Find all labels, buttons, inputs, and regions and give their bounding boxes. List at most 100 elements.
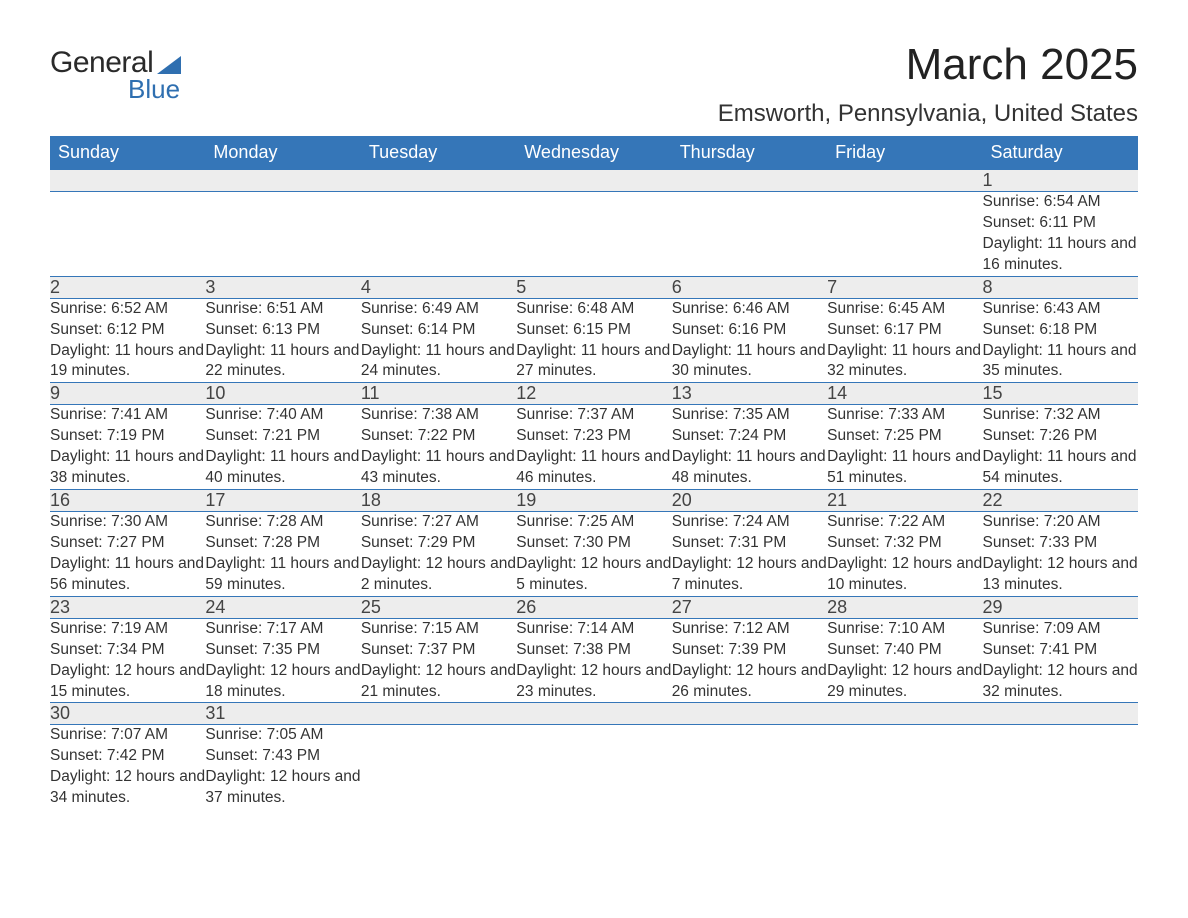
sunset-line: Sunset: 6:11 PM bbox=[983, 213, 1138, 234]
day-detail-cell bbox=[827, 725, 982, 809]
sunrise-line: Sunrise: 7:35 AM bbox=[672, 405, 827, 426]
sunset-line: Sunset: 7:35 PM bbox=[205, 640, 360, 661]
week-detail-row: Sunrise: 7:41 AMSunset: 7:19 PM Daylight:… bbox=[50, 405, 1138, 490]
month-title: March 2025 bbox=[718, 40, 1138, 90]
day-header: Saturday bbox=[983, 136, 1138, 170]
day-detail-cell: Sunrise: 7:12 AMSunset: 7:39 PMDaylight:… bbox=[672, 618, 827, 703]
daylight-line: Daylight: 12 hours and 18 minutes. bbox=[205, 661, 360, 703]
sunrise-line: Sunrise: 7:33 AM bbox=[827, 405, 982, 426]
day-detail-cell: Sunrise: 7:25 AMSunset: 7:30 PMDaylight:… bbox=[516, 512, 671, 597]
day-number-cell bbox=[827, 703, 982, 725]
week-detail-row: Sunrise: 7:30 AMSunset: 7:27 PMDaylight:… bbox=[50, 512, 1138, 597]
day-detail-cell: Sunrise: 6:48 AMSunset: 6:15 PMDaylight:… bbox=[516, 298, 671, 383]
sunset-line: Sunset: 7:38 PM bbox=[516, 640, 671, 661]
week-daynum-row: 23242526272829 bbox=[50, 596, 1138, 618]
day-number-cell: 2 bbox=[50, 276, 205, 298]
sunrise-line: Sunrise: 7:09 AM bbox=[983, 619, 1138, 640]
sunset-line: Sunset: 7:37 PM bbox=[361, 640, 516, 661]
calendar-header-row: SundayMondayTuesdayWednesdayThursdayFrid… bbox=[50, 136, 1138, 170]
day-detail-cell: Sunrise: 7:20 AMSunset: 7:33 PMDaylight:… bbox=[983, 512, 1138, 597]
sunset-line: Sunset: 7:19 PM bbox=[50, 426, 205, 447]
day-detail-cell: Sunrise: 6:49 AMSunset: 6:14 PMDaylight:… bbox=[361, 298, 516, 383]
sunrise-line: Sunrise: 7:32 AM bbox=[983, 405, 1138, 426]
sunrise-line: Sunrise: 7:38 AM bbox=[361, 405, 516, 426]
day-number-cell bbox=[205, 170, 360, 192]
sunrise-line: Sunrise: 7:28 AM bbox=[205, 512, 360, 533]
day-number-cell: 1 bbox=[983, 170, 1138, 192]
sunrise-line: Sunrise: 7:22 AM bbox=[827, 512, 982, 533]
daylight-line: Daylight: 11 hours and 35 minutes. bbox=[983, 341, 1138, 383]
day-number-cell: 13 bbox=[672, 383, 827, 405]
day-detail-cell bbox=[672, 192, 827, 277]
day-detail-cell: Sunrise: 7:10 AMSunset: 7:40 PMDaylight:… bbox=[827, 618, 982, 703]
title-block: March 2025 Emsworth, Pennsylvania, Unite… bbox=[718, 40, 1138, 128]
day-number-cell bbox=[672, 703, 827, 725]
day-detail-cell bbox=[361, 725, 516, 809]
day-detail-cell bbox=[50, 192, 205, 277]
day-number-cell: 25 bbox=[361, 596, 516, 618]
sunrise-line: Sunrise: 6:46 AM bbox=[672, 299, 827, 320]
sunset-line: Sunset: 6:14 PM bbox=[361, 320, 516, 341]
day-header: Sunday bbox=[50, 136, 205, 170]
sunset-line: Sunset: 6:12 PM bbox=[50, 320, 205, 341]
sunrise-line: Sunrise: 7:37 AM bbox=[516, 405, 671, 426]
sunset-line: Sunset: 6:18 PM bbox=[983, 320, 1138, 341]
sunrise-line: Sunrise: 7:40 AM bbox=[205, 405, 360, 426]
daylight-line: Daylight: 12 hours and 5 minutes. bbox=[516, 554, 671, 596]
day-header: Tuesday bbox=[361, 136, 516, 170]
week-detail-row: Sunrise: 7:19 AMSunset: 7:34 PMDaylight:… bbox=[50, 618, 1138, 703]
sunrise-line: Sunrise: 7:41 AM bbox=[50, 405, 205, 426]
sunset-line: Sunset: 6:13 PM bbox=[205, 320, 360, 341]
day-detail-cell: Sunrise: 7:22 AMSunset: 7:32 PMDaylight:… bbox=[827, 512, 982, 597]
day-detail-cell: Sunrise: 6:52 AMSunset: 6:12 PMDaylight:… bbox=[50, 298, 205, 383]
day-number-cell: 12 bbox=[516, 383, 671, 405]
sunset-line: Sunset: 7:40 PM bbox=[827, 640, 982, 661]
week-detail-row: Sunrise: 7:07 AMSunset: 7:42 PMDaylight:… bbox=[50, 725, 1138, 809]
day-detail-cell bbox=[827, 192, 982, 277]
day-number-cell: 31 bbox=[205, 703, 360, 725]
sunrise-line: Sunrise: 7:15 AM bbox=[361, 619, 516, 640]
day-detail-cell: Sunrise: 7:41 AMSunset: 7:19 PMDaylight:… bbox=[50, 405, 205, 490]
day-number-cell: 9 bbox=[50, 383, 205, 405]
day-number-cell: 11 bbox=[361, 383, 516, 405]
day-detail-cell: Sunrise: 7:07 AMSunset: 7:42 PMDaylight:… bbox=[50, 725, 205, 809]
day-number-cell bbox=[827, 170, 982, 192]
location-subtitle: Emsworth, Pennsylvania, United States bbox=[718, 100, 1138, 128]
daylight-line: Daylight: 11 hours and 24 minutes. bbox=[361, 341, 516, 383]
daylight-line: Daylight: 12 hours and 2 minutes. bbox=[361, 554, 516, 596]
daylight-line: Daylight: 11 hours and 59 minutes. bbox=[205, 554, 360, 596]
logo: General Blue bbox=[50, 40, 181, 105]
sunrise-line: Sunrise: 7:07 AM bbox=[50, 725, 205, 746]
day-detail-cell: Sunrise: 7:19 AMSunset: 7:34 PMDaylight:… bbox=[50, 618, 205, 703]
day-number-cell: 14 bbox=[827, 383, 982, 405]
daylight-line: Daylight: 12 hours and 23 minutes. bbox=[516, 661, 671, 703]
day-detail-cell: Sunrise: 7:38 AMSunset: 7:22 PMDaylight:… bbox=[361, 405, 516, 490]
day-number-cell: 8 bbox=[983, 276, 1138, 298]
day-detail-cell: Sunrise: 6:54 AMSunset: 6:11 PMDaylight:… bbox=[983, 192, 1138, 277]
daylight-line: Daylight: 12 hours and 21 minutes. bbox=[361, 661, 516, 703]
day-number-cell: 22 bbox=[983, 490, 1138, 512]
sunset-line: Sunset: 7:25 PM bbox=[827, 426, 982, 447]
day-number-cell: 20 bbox=[672, 490, 827, 512]
sunrise-line: Sunrise: 7:30 AM bbox=[50, 512, 205, 533]
day-number-cell: 4 bbox=[361, 276, 516, 298]
sunset-line: Sunset: 7:42 PM bbox=[50, 746, 205, 767]
day-detail-cell: Sunrise: 7:33 AMSunset: 7:25 PMDaylight:… bbox=[827, 405, 982, 490]
day-detail-cell bbox=[983, 725, 1138, 809]
week-detail-row: Sunrise: 6:52 AMSunset: 6:12 PM Daylight:… bbox=[50, 298, 1138, 383]
sunset-line: Sunset: 7:30 PM bbox=[516, 533, 671, 554]
sunset-line: Sunset: 7:28 PM bbox=[205, 533, 360, 554]
day-detail-cell bbox=[672, 725, 827, 809]
daylight-line: Daylight: 11 hours and 56 minutes. bbox=[50, 554, 205, 596]
day-detail-cell: Sunrise: 7:35 AMSunset: 7:24 PMDaylight:… bbox=[672, 405, 827, 490]
day-number-cell: 10 bbox=[205, 383, 360, 405]
day-number-cell: 27 bbox=[672, 596, 827, 618]
sunrise-line: Sunrise: 6:52 AM bbox=[50, 299, 205, 320]
day-detail-cell: Sunrise: 7:40 AMSunset: 7:21 PMDaylight:… bbox=[205, 405, 360, 490]
sunset-line: Sunset: 7:22 PM bbox=[361, 426, 516, 447]
sunrise-line: Sunrise: 7:05 AM bbox=[205, 725, 360, 746]
day-number-cell: 3 bbox=[205, 276, 360, 298]
day-detail-cell bbox=[361, 192, 516, 277]
daylight-line: Daylight: 12 hours and 34 minutes. bbox=[50, 767, 205, 809]
daylight-line: Daylight: 11 hours and 51 minutes. bbox=[827, 447, 982, 489]
